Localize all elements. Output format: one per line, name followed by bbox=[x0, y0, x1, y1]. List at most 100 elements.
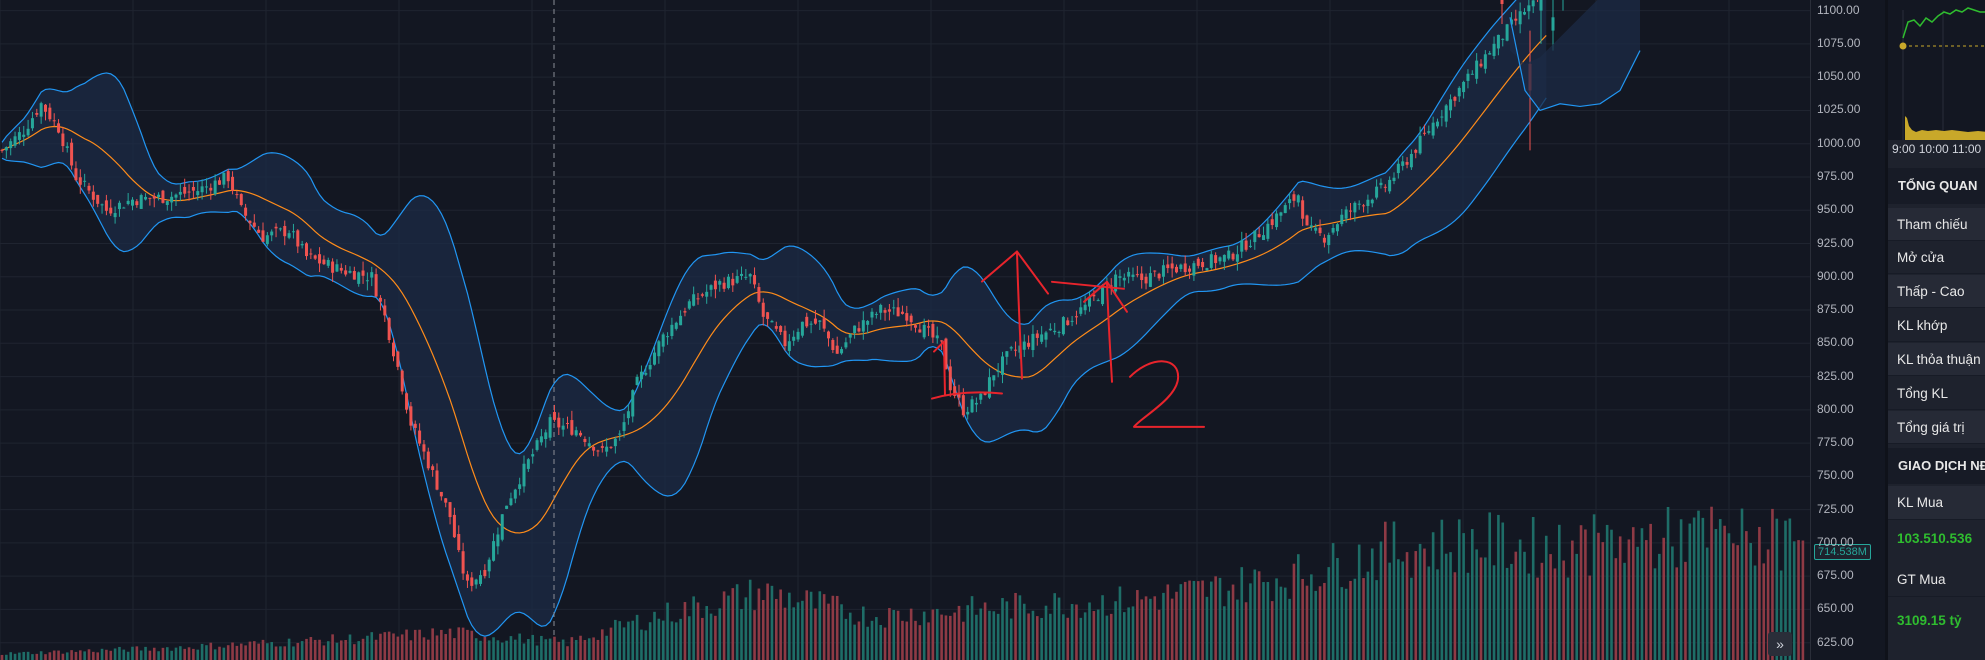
volume-bar bbox=[22, 651, 26, 660]
volume-bar bbox=[975, 614, 978, 660]
candlestick bbox=[1201, 261, 1205, 268]
volume-bar bbox=[1775, 518, 1779, 660]
price-axis[interactable]: 714.538M 1100.00 1075.00 1050.00 1025.00 100… bbox=[1810, 0, 1886, 660]
volume-bar bbox=[1214, 576, 1217, 660]
volume-bar bbox=[1788, 518, 1792, 660]
volume-bar bbox=[822, 594, 826, 660]
volume-bar bbox=[1257, 571, 1261, 660]
volume-bar bbox=[596, 639, 600, 660]
volume-bar bbox=[1040, 617, 1043, 660]
price-tick-label: 950.00 bbox=[1817, 202, 1854, 217]
volume-bar bbox=[857, 621, 861, 660]
candlestick bbox=[1183, 263, 1187, 273]
candlestick bbox=[1327, 235, 1331, 246]
candlestick bbox=[1001, 356, 1004, 375]
volume-bar bbox=[701, 617, 704, 660]
volume-bar bbox=[440, 629, 443, 660]
candlestick bbox=[226, 171, 230, 182]
volume-bar bbox=[1357, 544, 1361, 660]
volume-bar bbox=[1279, 586, 1283, 660]
candlestick bbox=[44, 104, 47, 112]
annotation-arrow-2-shaft bbox=[1106, 280, 1113, 383]
volume-bar bbox=[1270, 601, 1274, 660]
candlestick bbox=[552, 412, 556, 420]
candlestick bbox=[26, 128, 30, 136]
volume-bar bbox=[1049, 613, 1052, 660]
candlestick bbox=[1492, 43, 1496, 56]
volume-bar bbox=[879, 625, 882, 660]
candlestick bbox=[957, 393, 961, 398]
candlestick bbox=[735, 276, 739, 283]
candlestick bbox=[700, 294, 704, 296]
volume-bar bbox=[183, 648, 186, 660]
volume-bar bbox=[1727, 533, 1731, 660]
candlestick bbox=[139, 195, 143, 209]
candlestick bbox=[605, 446, 609, 452]
volume-bar bbox=[100, 648, 104, 660]
annotation-underline-1 bbox=[931, 391, 1003, 400]
candlestick bbox=[1501, 38, 1505, 40]
candlestick bbox=[1379, 182, 1383, 186]
volume-bar bbox=[792, 607, 795, 660]
bollinger-upper-line bbox=[1, 0, 1517, 455]
candlestick bbox=[539, 436, 543, 443]
candlestick bbox=[1070, 320, 1074, 322]
volume-bar bbox=[892, 610, 896, 660]
volume-bar bbox=[1692, 517, 1696, 660]
scroll-to-latest-button[interactable]: » bbox=[1768, 632, 1792, 656]
volume-bar bbox=[1531, 517, 1535, 660]
volume-bar bbox=[805, 590, 809, 660]
volume-bar bbox=[226, 645, 230, 660]
candlestick bbox=[383, 305, 387, 316]
volume-bar bbox=[996, 613, 1000, 660]
volume-bar bbox=[253, 641, 256, 660]
volume-bar bbox=[1036, 616, 1039, 660]
volume-bar bbox=[1014, 592, 1017, 660]
candlestick bbox=[931, 323, 935, 338]
candlestick bbox=[687, 301, 691, 309]
volume-bar bbox=[305, 638, 308, 660]
candlestick bbox=[1357, 203, 1361, 205]
candlestick bbox=[1479, 63, 1483, 67]
volume-bar bbox=[161, 647, 165, 660]
volume-bar bbox=[1062, 614, 1065, 660]
price-chart[interactable] bbox=[0, 0, 1810, 660]
candlestick bbox=[1405, 162, 1409, 165]
volume-bar bbox=[166, 647, 169, 660]
candlestick bbox=[1175, 266, 1178, 273]
volume-bar bbox=[1688, 523, 1692, 660]
volume-bar bbox=[862, 606, 865, 660]
price-tick-label: 1075.00 bbox=[1817, 35, 1861, 50]
candlestick bbox=[1523, 12, 1526, 15]
candlestick bbox=[1449, 99, 1453, 111]
overview-row-open: Mở cửa bbox=[1888, 241, 1985, 274]
candlestick bbox=[1027, 342, 1031, 347]
volume-bar bbox=[1401, 561, 1404, 660]
candlestick bbox=[874, 313, 878, 315]
volume-bar bbox=[1636, 546, 1639, 660]
candlestick bbox=[1383, 186, 1387, 188]
candlestick bbox=[500, 514, 504, 540]
volume-bar bbox=[1114, 601, 1117, 660]
volume-bar bbox=[1540, 562, 1544, 660]
candlestick bbox=[278, 228, 282, 230]
volume-bar bbox=[1044, 605, 1048, 660]
candlestick bbox=[779, 326, 783, 332]
bollinger-lower-line-2 bbox=[1509, 17, 1641, 112]
volume-bar bbox=[1436, 569, 1439, 660]
volume-bar bbox=[500, 642, 504, 660]
candlestick bbox=[300, 244, 304, 246]
volume-bar bbox=[1070, 603, 1074, 660]
volume-bar bbox=[18, 652, 21, 660]
candles bbox=[0, 0, 1564, 592]
candlestick bbox=[370, 272, 374, 278]
price-tick-label: 1050.00 bbox=[1817, 69, 1861, 84]
volume-bar bbox=[731, 588, 735, 660]
volume-bar bbox=[1140, 599, 1143, 660]
candlestick bbox=[352, 271, 356, 280]
volume-bar bbox=[1536, 577, 1539, 660]
volume-bar bbox=[1349, 580, 1352, 660]
volume-bar bbox=[1005, 601, 1009, 660]
candlestick bbox=[1166, 264, 1170, 269]
price-tick-label: 850.00 bbox=[1817, 335, 1854, 350]
